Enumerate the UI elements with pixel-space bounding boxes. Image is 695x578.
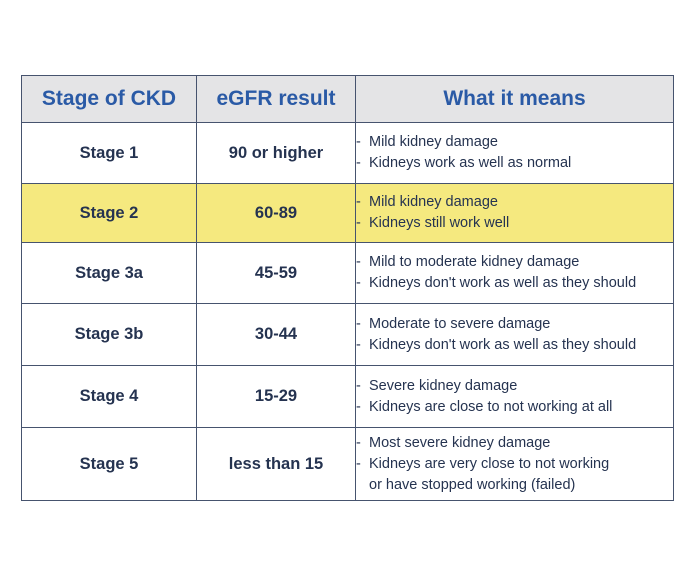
bullet-text: Kidneys work as well as normal — [369, 155, 572, 171]
bullet-line: - Mild kidney damage — [356, 132, 673, 153]
column-header-meaning: What it means — [355, 75, 674, 123]
table-row: Stage 5 less than 15 - Most severe kidne… — [21, 427, 674, 501]
table-row: Stage 4 15-29 - Severe kidney damage - K… — [21, 365, 674, 428]
bullet-text: Most severe kidney damage — [369, 434, 551, 451]
bullet-marker: - — [356, 434, 361, 451]
table-row: Stage 1 90 or higher - Mild kidney damag… — [21, 122, 674, 184]
bullet-marker: - — [356, 254, 361, 270]
bullet-line: - Kidneys are close to not working at al… — [356, 397, 673, 418]
egfr-cell: 60-89 — [196, 183, 356, 243]
column-header-egfr: eGFR result — [196, 75, 356, 123]
bullet-line: - Kidneys don't work as well as they sho… — [356, 335, 673, 356]
stage-cell: Stage 5 — [21, 427, 197, 501]
egfr-cell: 30-44 — [196, 303, 356, 366]
bullet-line: - Kidneys are very close to not working — [356, 454, 673, 475]
bullet-text: Kidneys don't work as well as they shoul… — [369, 275, 637, 291]
bullet-continuation-line: or have stopped working (failed) — [357, 475, 673, 496]
bullet-marker-empty — [357, 475, 370, 496]
ckd-stages-table: Stage of CKD eGFR result What it means S… — [21, 75, 674, 501]
bullet-marker: - — [356, 398, 361, 415]
stage-cell: Stage 3a — [21, 242, 197, 304]
meaning-cell: - Severe kidney damage - Kidneys are clo… — [355, 365, 674, 428]
table-row: Stage 3a 45-59 - Mild to moderate kidney… — [21, 242, 674, 304]
bullet-marker: - — [356, 315, 361, 332]
bullet-marker: - — [356, 275, 361, 291]
bullet-text: Mild kidney damage — [369, 194, 498, 210]
egfr-cell: 45-59 — [196, 242, 356, 304]
meaning-cell: - Moderate to severe damage - Kidneys do… — [355, 303, 674, 366]
bullet-line: - Mild to moderate kidney damage — [356, 252, 673, 273]
bullet-text: or have stopped working (failed) — [369, 476, 576, 493]
bullet-line: - Kidneys still work well — [356, 213, 673, 234]
meaning-cell: - Mild to moderate kidney damage - Kidne… — [355, 242, 674, 304]
egfr-cell: less than 15 — [196, 427, 356, 501]
column-header-stage: Stage of CKD — [21, 75, 197, 123]
bullet-marker: - — [356, 336, 361, 353]
bullet-line: - Moderate to severe damage — [356, 314, 673, 335]
bullet-text: Kidneys are very close to not working — [369, 455, 610, 472]
bullet-text: Severe kidney damage — [369, 377, 518, 394]
bullet-text: Kidneys don't work as well as they shoul… — [369, 336, 637, 353]
header-row: Stage of CKD eGFR result What it means — [21, 75, 674, 123]
bullet-text: Moderate to severe damage — [369, 315, 551, 332]
meaning-cell: - Mild kidney damage - Kidneys work as w… — [355, 122, 674, 184]
bullet-line: - Kidneys don't work as well as they sho… — [356, 273, 673, 294]
egfr-cell: 90 or higher — [196, 122, 356, 184]
stage-cell: Stage 1 — [21, 122, 197, 184]
stage-cell: Stage 3b — [21, 303, 197, 366]
bullet-marker: - — [356, 215, 361, 231]
egfr-cell: 15-29 — [196, 365, 356, 428]
bullet-marker: - — [356, 377, 361, 394]
stage-cell: Stage 4 — [21, 365, 197, 428]
bullet-text: Kidneys are close to not working at all — [369, 398, 613, 415]
bullet-line: - Most severe kidney damage — [356, 433, 673, 454]
meaning-cell: - Most severe kidney damage - Kidneys ar… — [355, 427, 674, 501]
bullet-marker: - — [356, 455, 361, 472]
bullet-text: Mild kidney damage — [369, 134, 498, 150]
bullet-text: Kidneys still work well — [369, 215, 510, 231]
table-row: Stage 3b 30-44 - Moderate to severe dama… — [21, 303, 674, 366]
bullet-line: - Kidneys work as well as normal — [356, 153, 673, 174]
table-row-highlighted: Stage 2 60-89 - Mild kidney damage - Kid… — [21, 183, 674, 243]
bullet-marker: - — [356, 194, 361, 210]
stage-cell: Stage 2 — [21, 183, 197, 243]
bullet-marker: - — [356, 134, 361, 150]
bullet-text: Mild to moderate kidney damage — [369, 254, 580, 270]
meaning-cell: - Mild kidney damage - Kidneys still wor… — [355, 183, 674, 243]
bullet-line: - Severe kidney damage — [356, 376, 673, 397]
bullet-line: - Mild kidney damage — [356, 192, 673, 213]
bullet-marker: - — [356, 155, 361, 171]
